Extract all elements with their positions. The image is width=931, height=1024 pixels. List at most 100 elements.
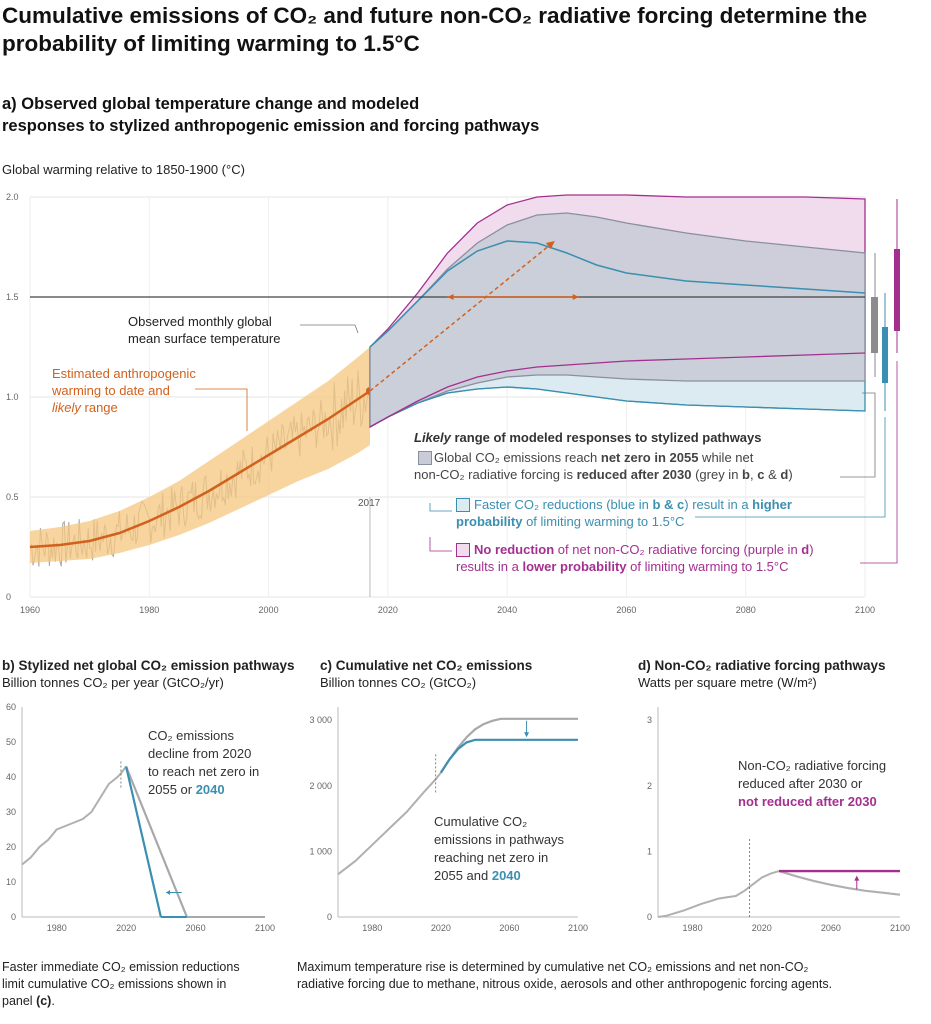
d-xtick-label: 2100 <box>890 923 910 933</box>
legend-blue-2a: probability <box>456 514 523 529</box>
a-anthro-band <box>30 347 370 563</box>
legend-grey-1a: Global CO₂ emissions reach <box>434 450 601 465</box>
a-anthro-line <box>29 389 371 549</box>
legend-grey-2h: d <box>780 467 789 482</box>
d-ytick-label: 1 <box>647 846 652 856</box>
b-xtick-label: 2020 <box>116 923 136 933</box>
year-2017-label: 2017 <box>358 498 381 509</box>
d-ytick-label: 3 <box>647 715 652 725</box>
legend-purple-1b: of net non-CO₂ radiative forcing (purple… <box>554 542 802 557</box>
legend-blue-1d: higher <box>752 497 792 512</box>
panel-b-header: b) Stylized net global CO₂ emission path… <box>2 657 295 691</box>
panel-c-note-2: emissions in pathways <box>434 832 565 847</box>
legend-purple-1c: d <box>801 542 810 557</box>
legend-purple-line2: results in a lower probability of limiti… <box>456 558 814 575</box>
panel-a-title-line2: responses to stylized anthropogenic emis… <box>2 117 540 135</box>
a-grey-connector <box>840 392 876 478</box>
a-extrapolation-arrowhead <box>545 241 555 249</box>
b-observed-line <box>21 765 127 866</box>
panel-c-note-4a: 2055 and <box>434 868 492 883</box>
a-xtick-label: 2020 <box>378 605 398 615</box>
legend-grey-2d: b <box>742 467 750 482</box>
a-blue-connector <box>695 417 886 518</box>
a-xtick-label: 2000 <box>259 605 279 615</box>
legend-heading-rest: range of modeled responses to stylized p… <box>450 430 762 445</box>
anthro-range: range <box>80 400 118 415</box>
legend-purple-2c: of limiting warming to 1.5°C <box>626 559 789 574</box>
a-side-purple-bar <box>894 249 900 331</box>
a-xtick-label: 2040 <box>497 605 517 615</box>
panel-c-note-4b: 2040 <box>491 868 521 883</box>
legend-blue-1b: b & c <box>652 497 685 512</box>
panel-c-note-1: Cumulative CO₂ <box>434 814 528 829</box>
panel-d-note: Non-CO₂ radiative forcing reduced after … <box>738 757 886 811</box>
c-ytick-label: 0 <box>327 912 332 922</box>
legend-blue-swatch <box>456 498 470 512</box>
legend-purple-1a: No reduction <box>474 542 555 557</box>
b-ytick-label: 50 <box>6 737 16 747</box>
anthro-annotation-line1: Estimated anthropogenic <box>52 366 196 381</box>
panel-b-note-4: 2055 or 2040 <box>148 781 259 799</box>
observed-annotation-line2: mean surface temperature <box>128 331 281 346</box>
legend-grey-2e: , <box>750 467 758 482</box>
legend-purple-line1: No reduction of net non-CO₂ radiative fo… <box>474 541 814 558</box>
legend-grey-swatch <box>418 451 432 465</box>
observed-annotation: Observed monthly global mean surface tem… <box>128 313 280 347</box>
c-ytick-label: 1 000 <box>310 846 332 856</box>
legend-grey-2g: & <box>764 467 781 482</box>
b-grey-pathway <box>125 766 188 918</box>
c-xtick-label: 2100 <box>568 923 588 933</box>
a-xtick-label: 2080 <box>736 605 756 615</box>
panel-d-chart: 0 1 2 3 1980 2020 2060 2100 <box>647 707 910 933</box>
panel-c-unit: Billion tonnes CO₂ (GtCO₂) <box>320 675 477 690</box>
legend-blue-1a: Faster CO₂ reductions (blue in <box>474 497 653 512</box>
c-historical-line <box>337 771 442 876</box>
legend-grey-line1: Global CO₂ emissions reach net zero in 2… <box>434 449 793 466</box>
c-xtick-label: 2060 <box>499 923 519 933</box>
legend-blue-text: Faster CO₂ reductions (blue in b & c) re… <box>456 496 792 530</box>
d-ytick-label: 2 <box>647 781 652 791</box>
b-ytick-label: 60 <box>6 702 16 712</box>
d-grey-pathway <box>778 870 901 896</box>
a-ytick-label: 0.5 <box>6 492 19 502</box>
panel-a-chart: 0 0.5 1.0 1.5 2.0 1960 1980 2000 2020 2040 2060 208… <box>6 192 900 615</box>
panel-a-observed-series <box>29 347 374 597</box>
a-orange-span-right <box>572 294 579 300</box>
c-shift-arrowhead <box>524 732 530 738</box>
b-ytick-label: 30 <box>6 807 16 817</box>
panel-b-note-2: decline from 2020 <box>148 746 252 761</box>
c-ytick-label: 3 000 <box>310 715 332 725</box>
footnote-left-3a: panel <box>2 994 37 1008</box>
footnote-left: Faster immediate CO₂ emission reductions… <box>2 959 292 1010</box>
panel-b-note-4a: 2055 or <box>148 782 196 797</box>
b-blue-pathway <box>125 766 162 918</box>
a-extrapolation-arrow <box>369 240 556 392</box>
legend-purple-2b: lower probability <box>522 559 627 574</box>
legend-heading-likely: Likely <box>414 430 451 445</box>
panel-c-note-3: reaching net zero in <box>434 850 549 865</box>
anthro-annotation-line3: likely range <box>52 399 196 416</box>
b-ytick-label: 0 <box>11 912 16 922</box>
legend-grey-text: Global CO₂ emissions reach net zero in 2… <box>414 449 793 483</box>
c-xtick-label: 1980 <box>362 923 382 933</box>
legend-blue-1c: ) result in a <box>684 497 753 512</box>
panel-c-note: Cumulative CO₂ emissions in pathways rea… <box>434 813 564 885</box>
panel-b-title: b) Stylized net global CO₂ emission path… <box>2 658 295 673</box>
d-ytick-label: 0 <box>647 912 652 922</box>
a-purple-legend-leader <box>429 537 452 552</box>
panel-a-ylabel: Global warming relative to 1850-1900 (°C… <box>2 162 245 177</box>
legend-grey-line2: non-CO₂ radiative forcing is reduced aft… <box>414 466 793 483</box>
panel-d-note-1: Non-CO₂ radiative forcing <box>738 758 887 773</box>
legend-purple-swatch <box>456 543 470 557</box>
a-blue-lower-edge <box>369 386 866 428</box>
legend-grey-1b: net zero in 2055 <box>600 450 699 465</box>
a-observed-leader <box>300 324 359 334</box>
panel-c-note-4: 2055 and 2040 <box>434 867 564 885</box>
d-historical-line <box>657 870 780 918</box>
panel-d-note-3: not reduced after 2030 <box>738 794 877 809</box>
legend-grey-2c: (grey in <box>691 467 743 482</box>
c-blue-pathway <box>439 738 578 774</box>
panel-b-note-1: CO₂ emissions <box>148 728 234 743</box>
d-shift-arrowhead <box>854 875 860 881</box>
panel-a-ranges <box>369 194 866 429</box>
